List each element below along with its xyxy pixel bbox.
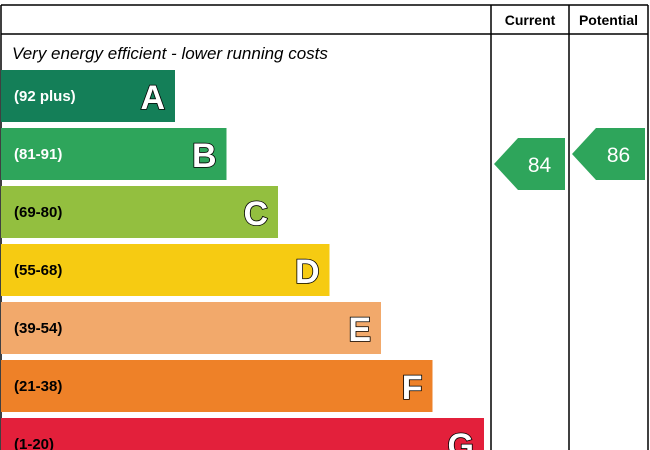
potential-score: 86	[572, 128, 645, 180]
band-b-letter: B	[192, 137, 217, 175]
band-a-bar	[1, 70, 175, 122]
potential-score-arrow	[572, 128, 645, 180]
band-c: (69-80) C	[1, 186, 278, 238]
band-d-letter: D	[295, 253, 320, 291]
band-g-bar	[1, 418, 484, 450]
band-g-letter: G	[448, 427, 474, 450]
band-g-range: (1-20)	[14, 436, 54, 450]
current-column-header: Current	[505, 12, 556, 28]
band-a-letter: A	[140, 79, 165, 117]
rating-bands: (92 plus) A (81-91) B (69-80) C (55-68) D (39-54…	[1, 70, 484, 450]
band-f-letter: F	[402, 369, 423, 407]
potential-score-value: 86	[607, 144, 630, 167]
band-c-letter: C	[243, 195, 268, 233]
band-c-range: (69-80)	[14, 204, 62, 221]
current-score: 84	[494, 138, 565, 190]
band-b: (81-91) B	[1, 128, 227, 180]
band-b-range: (81-91)	[14, 146, 62, 163]
band-f: (21-38) F	[1, 360, 433, 412]
band-c-bar	[1, 186, 278, 238]
band-e-range: (39-54)	[14, 320, 62, 337]
band-d-bar	[1, 244, 330, 296]
top-caption: Very energy efficient - lower running co…	[12, 44, 328, 63]
band-a-range: (92 plus)	[14, 88, 76, 105]
score-markers: 84 86	[494, 128, 645, 190]
current-score-value: 84	[528, 154, 552, 177]
current-score-arrow	[494, 138, 565, 190]
band-b-bar	[1, 128, 227, 180]
band-f-bar	[1, 360, 433, 412]
band-d-range: (55-68)	[14, 262, 62, 279]
band-g: (1-20) G	[1, 418, 484, 450]
band-e: (39-54) E	[1, 302, 381, 354]
band-e-letter: E	[348, 311, 371, 349]
band-a: (92 plus) A	[1, 70, 175, 122]
band-f-range: (21-38)	[14, 378, 62, 395]
band-e-bar	[1, 302, 381, 354]
potential-column-header: Potential	[579, 12, 638, 28]
band-d: (55-68) D	[1, 244, 330, 296]
